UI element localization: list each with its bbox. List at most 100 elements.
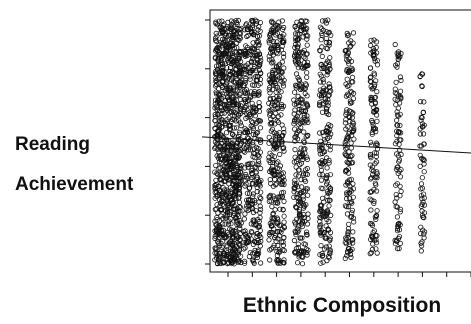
data-point: [374, 233, 380, 239]
data-point: [350, 186, 357, 192]
data-point: [224, 244, 230, 250]
data-point: [233, 227, 239, 233]
data-point: [368, 94, 374, 101]
data-point: [324, 45, 331, 52]
data-point: [373, 212, 380, 218]
data-point: [242, 129, 248, 135]
data-point: [303, 186, 309, 192]
data-point: [251, 66, 257, 72]
data-point: [368, 139, 374, 145]
data-point: [229, 97, 235, 103]
data-point: [291, 194, 297, 200]
data-point: [257, 118, 263, 124]
data-point: [256, 63, 262, 69]
data-point: [326, 218, 332, 224]
data-point: [224, 119, 231, 125]
data-point: [324, 72, 330, 78]
data-point: [392, 41, 398, 48]
data-point: [230, 132, 236, 138]
data-point: [230, 200, 236, 206]
data-point: [216, 159, 222, 165]
data-point: [393, 182, 399, 188]
data-point: [319, 18, 326, 24]
data-point: [328, 32, 334, 38]
data-point: [255, 178, 262, 184]
data-point: [267, 192, 273, 198]
data-point: [296, 102, 302, 109]
data-point: [254, 184, 260, 191]
data-point: [213, 48, 219, 54]
data-point: [237, 237, 243, 243]
data-point: [238, 169, 244, 175]
data-point: [213, 75, 219, 81]
data-point: [298, 184, 305, 190]
data-point: [249, 165, 255, 171]
data-point: [225, 86, 231, 92]
data-point: [277, 206, 283, 212]
data-point: [221, 251, 227, 257]
data-point: [250, 55, 256, 62]
data-point: [320, 186, 326, 192]
data-point: [250, 191, 256, 197]
data-point: [280, 80, 286, 86]
data-point: [247, 160, 253, 166]
data-point: [281, 126, 287, 132]
data-point: [326, 62, 333, 68]
data-point: [275, 24, 281, 30]
data-point: [397, 183, 403, 189]
data-point: [296, 254, 302, 260]
data-point: [304, 18, 310, 24]
data-point: [301, 120, 307, 126]
data-point: [273, 63, 279, 69]
data-point: [257, 125, 264, 131]
data-point: [295, 173, 302, 179]
data-point: [343, 117, 349, 123]
data-point: [327, 84, 333, 91]
data-point: [267, 159, 273, 166]
data-point: [280, 145, 286, 152]
data-point: [252, 239, 258, 245]
data-point: [304, 74, 310, 80]
data-point: [397, 240, 403, 246]
data-point: [258, 178, 264, 184]
data-point: [242, 211, 248, 217]
regression-line: [201, 136, 471, 154]
data-point: [304, 154, 310, 160]
data-point: [302, 146, 308, 152]
data-point: [280, 189, 287, 195]
data-point: [217, 171, 223, 177]
data-point: [304, 62, 310, 69]
data-point: [228, 166, 235, 172]
data-point: [319, 251, 325, 257]
data-point: [394, 226, 401, 232]
data-point: [350, 90, 357, 97]
data-point: [350, 30, 357, 36]
data-point: [276, 68, 282, 75]
data-point: [317, 101, 323, 108]
data-point: [304, 221, 311, 227]
data-point: [224, 250, 230, 256]
data-point: [274, 220, 280, 226]
data-point: [245, 32, 251, 39]
data-point: [296, 31, 302, 37]
data-point: [222, 221, 228, 227]
data-point: [212, 235, 218, 242]
data-point: [297, 21, 303, 27]
data-point: [321, 65, 327, 72]
data-point: [326, 92, 332, 98]
data-point: [292, 24, 298, 30]
data-point: [417, 131, 423, 137]
data-point: [327, 185, 334, 191]
data-point: [234, 125, 240, 131]
data-point: [242, 80, 248, 86]
data-point: [371, 37, 377, 43]
data-point: [218, 96, 225, 102]
data-point: [316, 92, 323, 98]
data-point: [247, 191, 253, 197]
data-point: [321, 149, 327, 155]
data-point: [393, 117, 400, 123]
data-point: [278, 222, 284, 228]
data-point: [276, 166, 282, 172]
data-point: [421, 169, 427, 175]
data-point: [256, 41, 262, 48]
